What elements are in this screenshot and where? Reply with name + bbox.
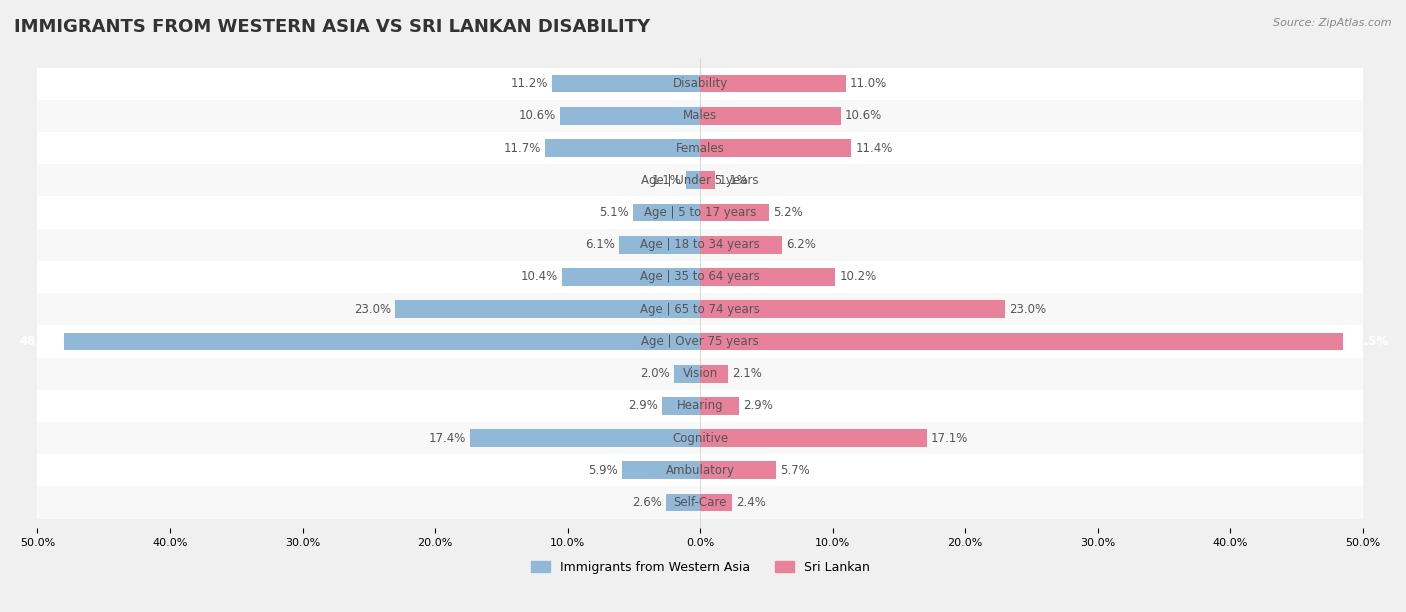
Bar [700,139,851,157]
Bar [700,429,927,447]
Bar [700,397,738,415]
Text: 5.1%: 5.1% [599,206,628,219]
Text: Age | 5 to 17 years: Age | 5 to 17 years [644,206,756,219]
Bar [38,357,1362,390]
Legend: Immigrants from Western Asia, Sri Lankan: Immigrants from Western Asia, Sri Lankan [526,556,875,578]
Bar [700,204,769,222]
Bar [38,487,1362,519]
Text: Males: Males [683,110,717,122]
Bar [700,494,733,512]
Text: 2.6%: 2.6% [631,496,662,509]
Bar [395,300,700,318]
Text: Disability: Disability [672,77,728,90]
Text: 11.4%: 11.4% [855,141,893,155]
Bar [38,100,1362,132]
Text: 48.5%: 48.5% [1347,335,1388,348]
Text: 10.6%: 10.6% [519,110,555,122]
Text: 10.6%: 10.6% [845,110,882,122]
Text: 17.1%: 17.1% [931,431,969,444]
Text: 10.4%: 10.4% [522,271,558,283]
Text: Age | Under 5 years: Age | Under 5 years [641,174,759,187]
Bar [666,494,700,512]
Text: 2.1%: 2.1% [733,367,762,380]
Text: Self-Care: Self-Care [673,496,727,509]
Text: 2.9%: 2.9% [628,400,658,412]
Text: 11.2%: 11.2% [510,77,548,90]
Text: 23.0%: 23.0% [354,303,391,316]
Bar [700,75,846,92]
Text: 5.7%: 5.7% [780,464,810,477]
Text: IMMIGRANTS FROM WESTERN ASIA VS SRI LANKAN DISABILITY: IMMIGRANTS FROM WESTERN ASIA VS SRI LANK… [14,18,650,36]
Text: Age | Over 75 years: Age | Over 75 years [641,335,759,348]
Text: 23.0%: 23.0% [1010,303,1046,316]
Bar [551,75,700,92]
Bar [38,422,1362,454]
Bar [560,107,700,125]
Text: Age | 18 to 34 years: Age | 18 to 34 years [640,238,761,252]
Text: 5.2%: 5.2% [773,206,803,219]
Text: 2.4%: 2.4% [735,496,766,509]
Bar [686,171,700,189]
Bar [700,365,728,382]
Bar [38,454,1362,487]
Bar [700,171,714,189]
Text: 48.0%: 48.0% [20,335,60,348]
Bar [38,132,1362,164]
Bar [546,139,700,157]
Bar [700,300,1005,318]
Text: Age | 35 to 64 years: Age | 35 to 64 years [640,271,761,283]
Bar [38,293,1362,326]
Bar [700,332,1343,350]
Text: 10.2%: 10.2% [839,271,876,283]
Bar [65,332,700,350]
Bar [700,107,841,125]
Text: 5.9%: 5.9% [588,464,619,477]
Bar [700,268,835,286]
Text: 2.9%: 2.9% [742,400,772,412]
Bar [38,261,1362,293]
Text: 17.4%: 17.4% [429,431,465,444]
Bar [662,397,700,415]
Text: 2.0%: 2.0% [640,367,669,380]
Text: 1.1%: 1.1% [652,174,682,187]
Bar [633,204,700,222]
Bar [621,461,700,479]
Text: Ambulatory: Ambulatory [665,464,735,477]
Bar [700,236,782,253]
Bar [38,326,1362,357]
Text: 6.2%: 6.2% [786,238,817,252]
Bar [470,429,700,447]
Text: 1.1%: 1.1% [718,174,748,187]
Text: 11.7%: 11.7% [503,141,541,155]
Text: Source: ZipAtlas.com: Source: ZipAtlas.com [1274,18,1392,28]
Bar [38,196,1362,229]
Text: Age | 65 to 74 years: Age | 65 to 74 years [640,303,761,316]
Bar [38,390,1362,422]
Text: 11.0%: 11.0% [851,77,887,90]
Bar [562,268,700,286]
Text: Vision: Vision [682,367,718,380]
Text: Hearing: Hearing [676,400,724,412]
Bar [673,365,700,382]
Bar [700,461,776,479]
Text: 6.1%: 6.1% [585,238,616,252]
Bar [38,67,1362,100]
Text: Females: Females [676,141,724,155]
Bar [620,236,700,253]
Bar [38,164,1362,196]
Text: Cognitive: Cognitive [672,431,728,444]
Bar [38,229,1362,261]
